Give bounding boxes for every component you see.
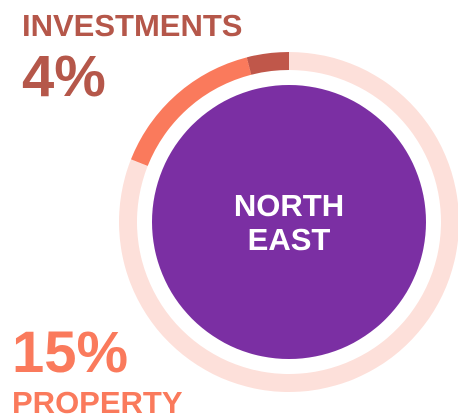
donut-segment — [246, 52, 289, 75]
center-label-line: NORTH — [234, 188, 344, 223]
category-label: PROPERTY — [12, 385, 183, 419]
value-label: 4% — [22, 44, 106, 109]
value-label: 15% — [12, 320, 128, 385]
center-label-line: EAST — [248, 222, 331, 257]
center-label: NORTH EAST — [234, 188, 344, 257]
donut-segment — [130, 57, 252, 167]
category-label: INVESTMENTS — [22, 8, 242, 43]
center-circle — [152, 85, 426, 359]
